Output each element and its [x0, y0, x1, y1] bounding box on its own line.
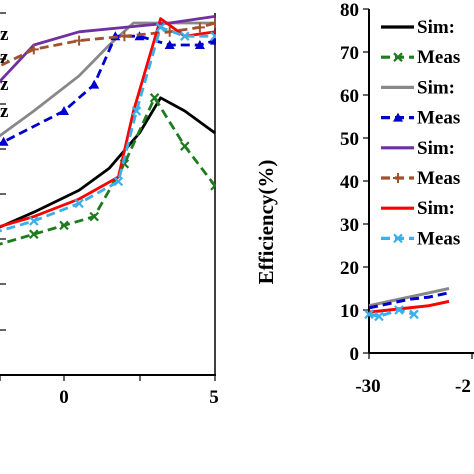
left-series-point — [28, 44, 39, 55]
right-chart-panel: 0 10 20 30 40 50 60 70 80 -30 -2 Efficiency(%) Sim: M… — [254, 0, 474, 397]
legend-label: Meas — [417, 168, 460, 189]
left-fragment-label: z — [0, 74, 9, 95]
left-series-point — [0, 136, 9, 146]
left-fragment-label: z — [0, 47, 9, 68]
left-series-point — [113, 176, 124, 187]
left-x-tick-label: 5 — [209, 387, 219, 408]
legend-label: Sim: — [417, 77, 455, 98]
right-y-tick-label: 0 — [350, 344, 360, 365]
right-series-point — [374, 311, 384, 322]
right-series-point — [364, 309, 374, 320]
legend-marker — [393, 112, 403, 122]
right-y-tick-label: 10 — [340, 301, 359, 322]
left-series-point — [210, 18, 216, 28]
right-series-line — [368, 308, 415, 318]
left-series-point — [59, 220, 69, 231]
right-series-point — [394, 305, 404, 315]
legend-label: Sim: — [417, 138, 455, 159]
left-plot-area — [0, 15, 216, 246]
legend-box — [376, 14, 474, 272]
left-series-line — [0, 26, 215, 233]
left-series-point — [180, 31, 190, 41]
right-y-axis-title: Efficiency(%) — [254, 160, 278, 285]
legend-marker — [393, 233, 403, 244]
left-series-point — [194, 40, 205, 49]
legend-label: Meas — [417, 228, 460, 249]
left-series-point — [149, 93, 160, 103]
right-series-point — [409, 309, 419, 320]
right-y-tick-label: 40 — [340, 172, 359, 193]
legend-marker — [393, 52, 403, 62]
left-series-point — [131, 106, 142, 116]
right-y-tick-label: 70 — [340, 43, 359, 64]
left-x-tick-label: 0 — [59, 387, 69, 408]
legend-label: Sim: — [417, 17, 455, 38]
left-series-line — [0, 96, 216, 229]
left-series-point — [89, 211, 99, 222]
right-y-tick-label: 20 — [340, 258, 359, 279]
right-series-line — [368, 299, 450, 314]
left-series-line — [0, 17, 216, 228]
left-series-line — [0, 15, 216, 84]
left-series-point — [210, 31, 216, 41]
right-series-line — [368, 287, 450, 308]
left-series-point — [74, 198, 84, 209]
left-series-point — [155, 22, 166, 33]
left-fragment-label: z — [0, 101, 9, 122]
right-y-tick-label: 60 — [340, 86, 359, 107]
legend-label: Meas — [417, 47, 460, 68]
right-x-tick-label: -2 — [455, 376, 471, 397]
left-series-point — [74, 35, 85, 46]
left-series-point — [59, 106, 69, 115]
right-y-tick-label: 50 — [340, 129, 359, 150]
left-series-point — [164, 40, 175, 49]
left-series-point — [29, 229, 39, 239]
left-series-point — [119, 31, 130, 42]
left-fragment-label: z — [0, 24, 9, 45]
left-series-point — [180, 141, 190, 151]
left-series-point — [194, 22, 205, 33]
left-series-point — [29, 216, 39, 226]
right-y-tick-label: 30 — [340, 215, 359, 236]
legend-marker — [393, 173, 403, 183]
legend-label: Meas — [417, 108, 460, 129]
right-x-tick-label: -30 — [355, 376, 380, 397]
left-series-line — [0, 34, 216, 146]
left-series-line — [0, 96, 216, 246]
right-series-line — [368, 291, 450, 310]
left-series-point — [210, 181, 216, 191]
left-series-point — [89, 79, 100, 89]
right-legend: Sim: Meas Sim: Meas Sim: Meas Sim: Meas — [376, 14, 474, 272]
legend-label: Sim: — [417, 198, 455, 219]
right-y-tick-label: 80 — [340, 0, 359, 21]
